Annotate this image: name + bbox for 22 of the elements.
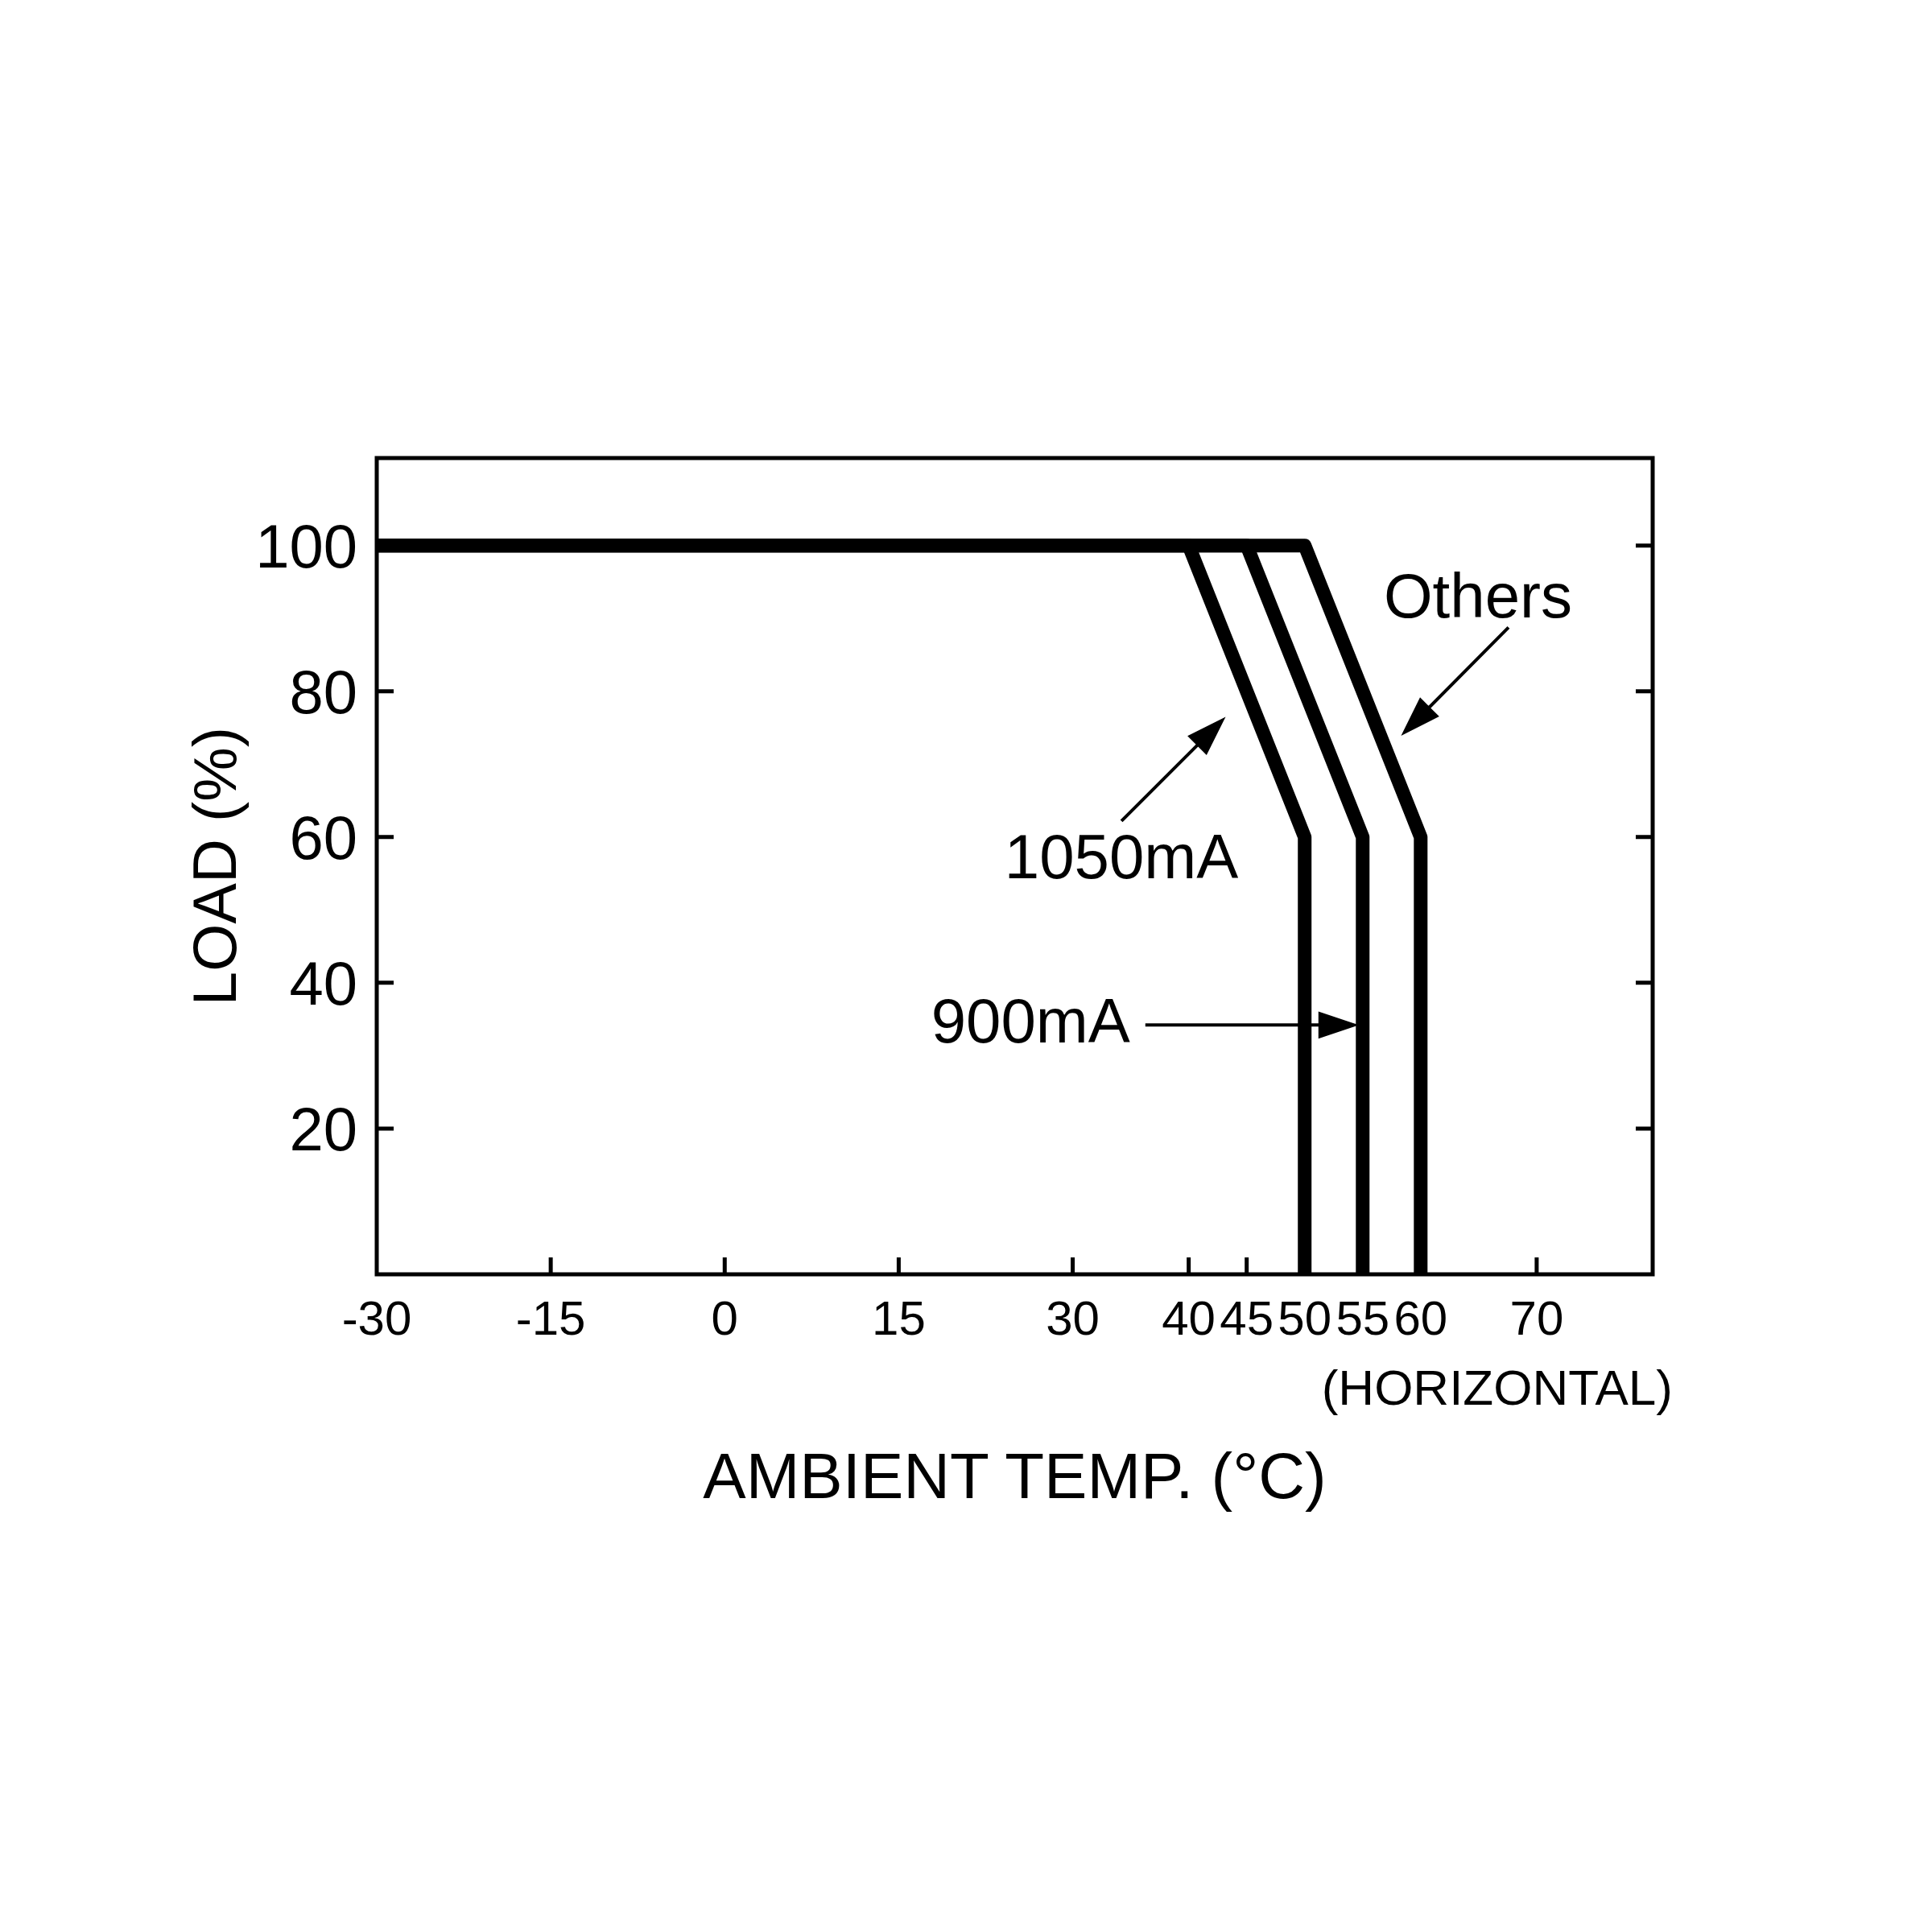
x-tick-label: 30 [1046,1291,1100,1345]
series-label: 1050mA [1004,820,1239,892]
y-axis-title: LOAD (%) [180,726,249,1006]
x-tick-label: -15 [515,1291,586,1345]
y-tick-label: 20 [289,1095,357,1164]
x-tick-label: 70 [1509,1291,1564,1345]
x-tick-label: 55 [1335,1291,1390,1345]
legend-label: 900mA [931,985,1130,1057]
y-tick-label: 100 [255,512,357,580]
y-tick-label: 40 [289,949,357,1018]
text: (HORIZONTAL) [1321,1360,1673,1415]
x-tick-label: 40 [1162,1291,1216,1345]
series-label: Others [1383,560,1572,632]
x-tick-label: 50 [1278,1291,1332,1345]
x-tick-label: 0 [711,1291,738,1345]
x-axis-title: AMBIENT TEMP. (°C) [703,1440,1327,1512]
y-tick-label: 80 [289,658,357,727]
x-tick-label: 15 [872,1291,926,1345]
x-tick-label: -30 [341,1291,412,1345]
x-tick-label: 45 [1220,1291,1274,1345]
x-tick-label: 60 [1393,1291,1448,1345]
y-tick-label: 60 [289,803,357,873]
